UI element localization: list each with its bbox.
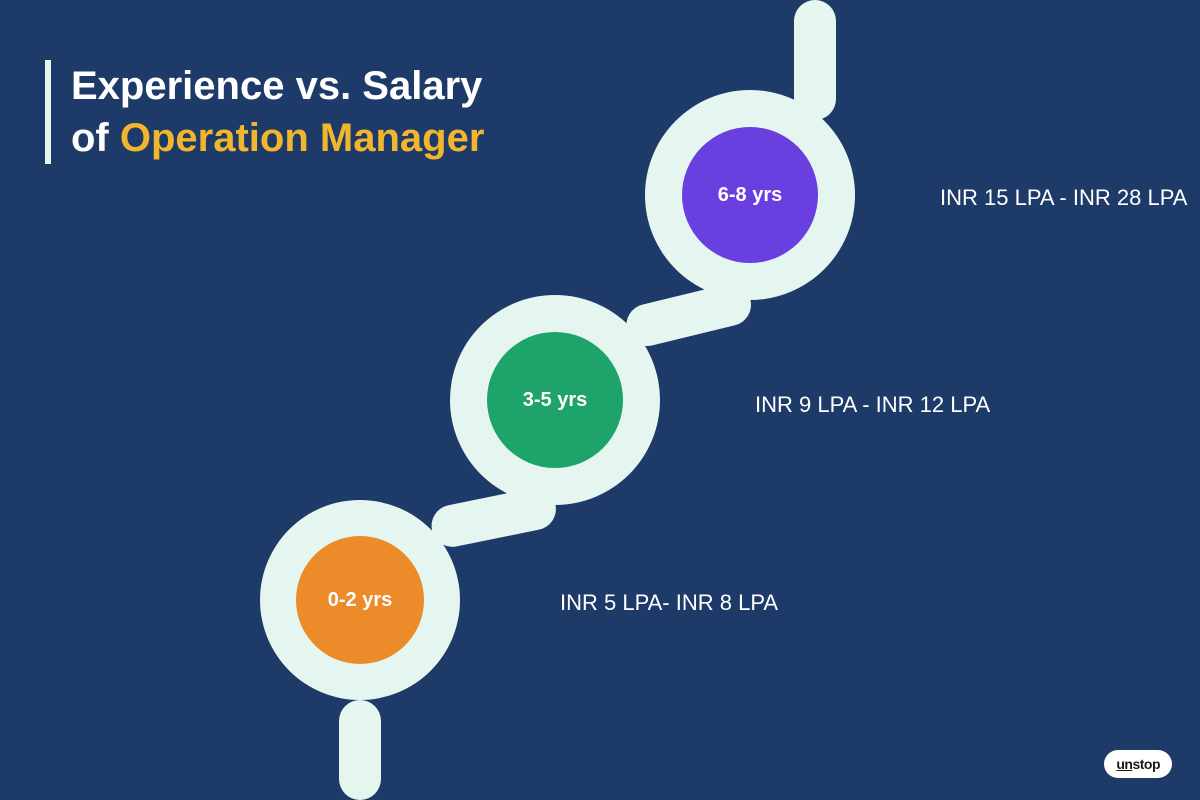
experience-circle: 3-5 yrs [487,332,623,468]
title-block: Experience vs. Salary of Operation Manag… [45,60,484,164]
experience-circle: 6-8 yrs [682,127,818,263]
title-prefix: of [71,116,120,160]
salary-label: INR 5 LPA- INR 8 LPA [560,590,778,616]
experience-circle: 0-2 yrs [296,536,424,664]
infographic-canvas: Experience vs. Salary of Operation Manag… [0,0,1200,800]
brand-logo: unstop [1104,750,1172,778]
title-line-2: of Operation Manager [71,112,484,164]
logo-post: stop [1132,756,1160,772]
salary-label: INR 9 LPA - INR 12 LPA [755,392,990,418]
path-segment [339,700,381,800]
title-highlight: Operation Manager [120,116,485,160]
logo-pre: un [1116,756,1132,772]
title-line-1: Experience vs. Salary [71,60,484,112]
salary-label: INR 15 LPA - INR 28 LPA [940,185,1187,211]
